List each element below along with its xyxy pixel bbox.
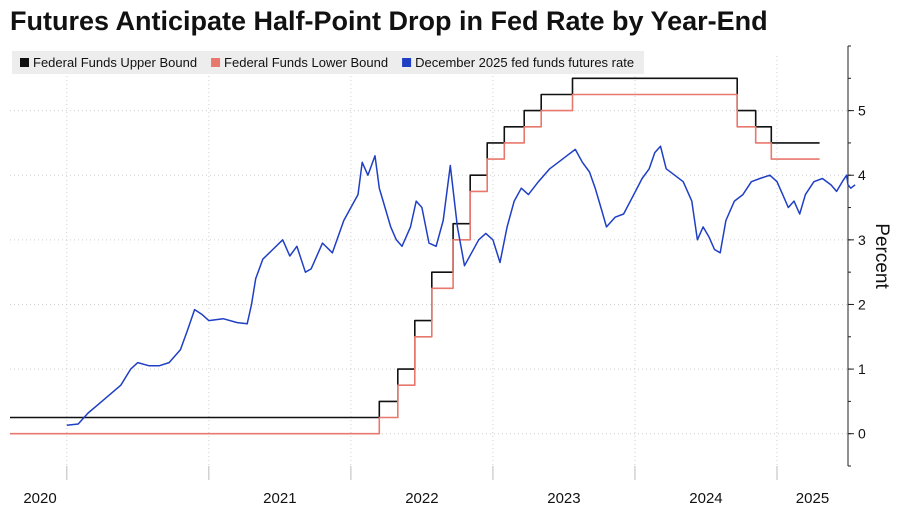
x-tick-label: 2024	[689, 490, 722, 507]
y-tick-label: 0	[858, 426, 866, 442]
y-tick-label: 5	[858, 103, 866, 119]
series-line-0	[10, 77, 820, 419]
grid-layer	[10, 56, 848, 466]
y-axis-title: Percent	[871, 223, 892, 289]
axes-layer: 0 1 2 3 4 5 2020 2021 2022 2023 2024 2025 Percent	[23, 45, 892, 507]
legend: Federal Funds Upper Bound Federal Funds L…	[12, 51, 645, 74]
legend-label: Federal Funds Lower Bound	[224, 55, 388, 70]
y-tick-label: 2	[858, 296, 866, 312]
legend-swatch	[402, 58, 412, 67]
y-tick-label: 4	[858, 167, 866, 183]
series-layer	[10, 77, 856, 435]
x-tick-label: 2023	[547, 490, 580, 507]
series-line-2	[66, 145, 856, 427]
x-tick-label: 2025	[796, 490, 829, 507]
y-tick-label: 1	[858, 361, 866, 377]
legend-swatch	[211, 58, 221, 67]
x-tick-label: 2021	[263, 490, 296, 507]
series-line-1	[10, 93, 820, 435]
x-tick-label: 2020	[23, 490, 56, 507]
x-tick-label: 2022	[405, 490, 438, 507]
y-tick-label: 3	[858, 232, 866, 248]
legend-swatch	[20, 58, 29, 67]
legend-label: Federal Funds Upper Bound	[33, 55, 197, 70]
chart-title: Futures Anticipate Half-Point Drop in Fe…	[10, 6, 768, 36]
legend-background	[12, 51, 645, 74]
legend-label: December 2025 fed funds futures rate	[415, 55, 634, 70]
